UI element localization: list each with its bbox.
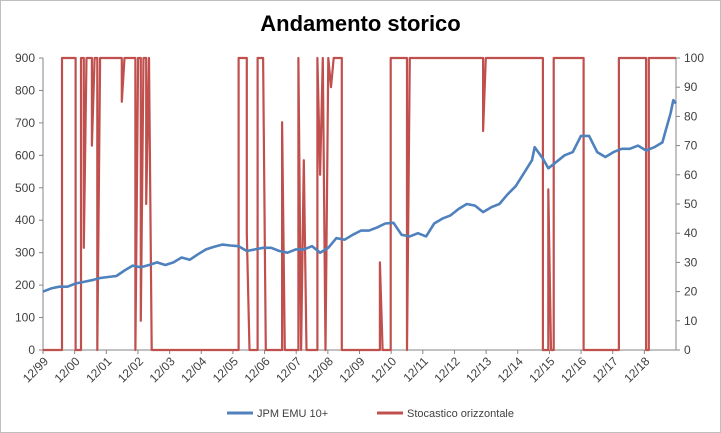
x-tick-label: 12/99 <box>20 354 51 385</box>
series-line-stocastico <box>43 56 676 352</box>
y-tick-label-left: 200 <box>15 278 35 292</box>
x-tick-label: 12/03 <box>147 354 178 385</box>
y-tick-label-right: 90 <box>684 80 698 94</box>
legend-label: Stocastico orizzontale <box>407 408 514 420</box>
x-tick-label: 12/10 <box>368 354 399 385</box>
x-tick-label: 12/05 <box>210 354 241 385</box>
y-tick-label-left: 600 <box>15 148 35 162</box>
x-tick-label: 12/11 <box>400 354 431 385</box>
x-tick-label: 12/16 <box>558 354 589 385</box>
y-tick-label-right: 80 <box>684 109 698 123</box>
x-tick-label: 12/09 <box>336 354 367 385</box>
y-tick-label-left: 400 <box>15 213 35 227</box>
y-tick-label-right: 30 <box>684 255 698 269</box>
y-tick-label-right: 10 <box>684 314 698 328</box>
x-tick-label: 12/08 <box>305 354 336 385</box>
y-tick-label-right: 20 <box>684 285 698 299</box>
y-tick-label-left: 100 <box>15 311 35 325</box>
x-tick-label: 12/12 <box>431 354 462 385</box>
x-tick-label: 12/18 <box>621 354 652 385</box>
x-tick-label: 12/15 <box>526 354 557 385</box>
y-tick-label-right: 50 <box>684 197 698 211</box>
legend-label: JPM EMU 10+ <box>257 408 328 420</box>
y-tick-label-left: 800 <box>15 83 35 97</box>
y-tick-label-left: 700 <box>15 116 35 130</box>
y-tick-label-right: 0 <box>684 343 691 357</box>
x-tick-label: 12/00 <box>52 354 83 385</box>
y-tick-label-left: 900 <box>15 51 35 65</box>
x-tick-label: 12/02 <box>115 354 146 385</box>
y-tick-label-right: 40 <box>684 226 698 240</box>
y-tick-label-left: 500 <box>15 181 35 195</box>
y-tick-label-left: 300 <box>15 246 35 260</box>
x-tick-label: 12/17 <box>590 354 621 385</box>
x-tick-label: 12/14 <box>495 354 526 385</box>
y-tick-label-left: 0 <box>28 343 35 357</box>
y-tick-label-right: 70 <box>684 139 698 153</box>
x-tick-label: 12/07 <box>273 354 304 385</box>
x-tick-label: 12/04 <box>178 354 209 385</box>
x-tick-label: 12/06 <box>242 354 273 385</box>
y-tick-label-right: 60 <box>684 168 698 182</box>
series-line-jpm-emu <box>42 98 677 293</box>
y-tick-label-right: 100 <box>684 51 704 65</box>
x-tick-label: 12/01 <box>83 354 114 385</box>
x-tick-label: 12/13 <box>463 354 494 385</box>
chart-title: Andamento storico <box>260 11 461 36</box>
